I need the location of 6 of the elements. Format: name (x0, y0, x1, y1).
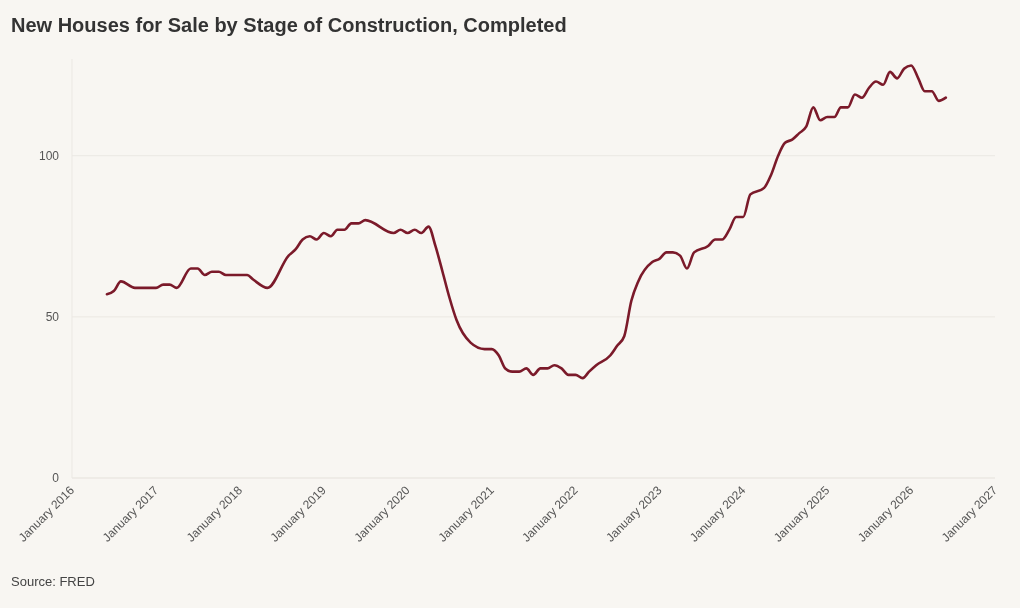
chart-title: New Houses for Sale by Stage of Construction, Completed (11, 14, 567, 36)
y-tick-label: 50 (45, 310, 60, 325)
y-tick-label: 0 (52, 471, 60, 486)
y-tick-label: 100 (38, 148, 60, 163)
line-series (105, 64, 948, 380)
source-note: Source: FRED (11, 574, 95, 589)
